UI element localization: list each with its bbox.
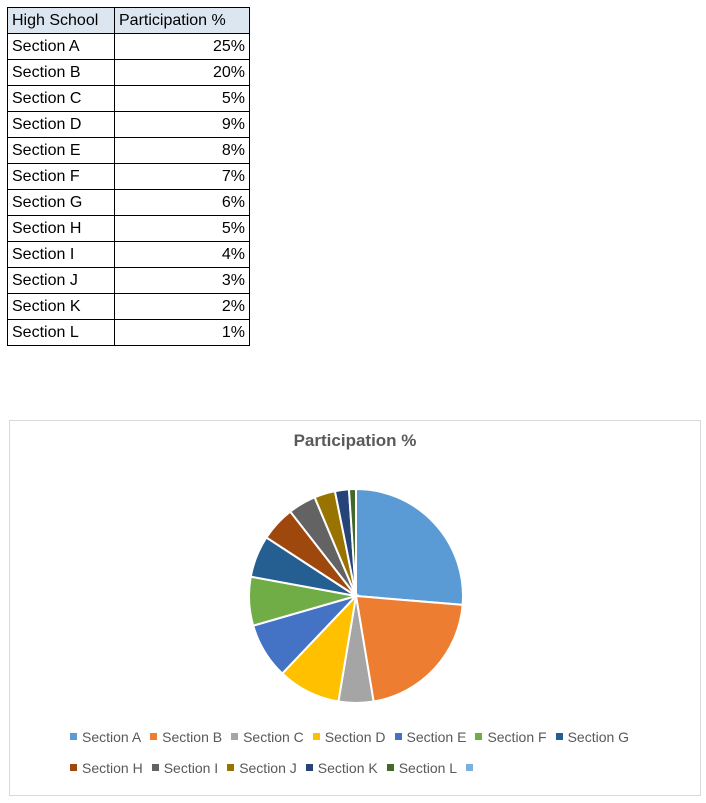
pie-slice-section-l[interactable]	[347, 487, 357, 597]
chart-legend: Section A Section B Section C Section D Sect…	[70, 721, 670, 783]
table-row: Section G 6%	[7, 189, 250, 216]
legend-label: Section D	[324, 728, 386, 745]
table-cell-label: Section L	[7, 319, 115, 346]
legend-item	[466, 764, 478, 771]
table-cell-value: 5%	[114, 215, 250, 242]
legend-item: Section E	[394, 728, 467, 745]
table-cell-value: 9%	[114, 111, 250, 138]
table-cell-value: 25%	[114, 33, 250, 60]
table-cell-label: Section C	[7, 85, 115, 112]
table-header-row: High School Participation %	[7, 7, 250, 34]
legend-item: Section G	[555, 728, 630, 745]
table-cell-label: Section D	[7, 111, 115, 138]
legend-swatch	[151, 764, 159, 771]
legend-label: Section I	[163, 759, 219, 776]
table-row: Section A 25%	[7, 33, 250, 60]
legend-swatch	[394, 733, 402, 740]
table-cell-label: Section A	[7, 33, 115, 60]
pie-slice-section-b[interactable]	[354, 594, 464, 703]
legend-item: Section C	[231, 729, 304, 745]
table-row: Section K 2%	[7, 293, 250, 320]
table-cell-label: Section H	[7, 215, 115, 242]
table-row: Section L 1%	[7, 319, 250, 346]
table-row: Section F 7%	[7, 163, 250, 190]
table-cell-value: 4%	[114, 241, 250, 268]
table-cell-value: 2%	[114, 293, 250, 320]
table-cell-label: Section E	[7, 137, 115, 164]
legend-swatch	[305, 764, 313, 771]
table-cell-value: 8%	[114, 137, 250, 164]
legend-swatch	[555, 733, 563, 740]
table-cell-value: 20%	[114, 59, 250, 86]
legend-item: Section I	[151, 759, 219, 776]
pie-chart	[248, 487, 464, 704]
legend-label: Section L	[398, 759, 458, 776]
table-row: Section D 9%	[7, 111, 250, 138]
legend-swatch	[70, 764, 77, 771]
legend-label: Section K	[317, 759, 378, 776]
pie-slice-section-a[interactable]	[355, 487, 464, 606]
column-header-participation: Participation %	[114, 7, 250, 34]
legend-swatch	[466, 764, 474, 771]
table-cell-label: Section G	[7, 189, 115, 216]
table-row: Section I 4%	[7, 241, 250, 268]
legend-swatch	[150, 733, 158, 740]
legend-label: Section E	[406, 728, 467, 745]
legend-item: Section B	[150, 729, 222, 745]
table-cell-value: 5%	[114, 85, 250, 112]
legend-swatch	[231, 733, 239, 740]
table-row: Section B 20%	[7, 59, 250, 86]
column-header-high-school: High School	[7, 7, 115, 34]
legend-item: Section J	[227, 760, 297, 776]
legend-item: Section F	[475, 728, 547, 745]
table-cell-label: Section J	[7, 267, 115, 294]
table-row: Section J 3%	[7, 267, 250, 294]
table-row: Section C 5%	[7, 85, 250, 112]
legend-item: Section A	[70, 729, 141, 745]
table-cell-value: 1%	[114, 319, 250, 346]
legend-item: Section H	[70, 760, 143, 776]
legend-label: Section A	[82, 728, 142, 745]
legend-label: Section G	[567, 728, 630, 745]
table-cell-value: 6%	[114, 189, 250, 216]
chart-area[interactable]: Participation % Section A Section B Sectio…	[9, 420, 701, 796]
legend-swatch	[227, 764, 235, 771]
legend-item: Section K	[305, 759, 378, 776]
legend-swatch	[475, 733, 483, 740]
table-row: Section E 8%	[7, 137, 250, 164]
legend-label: Section B	[162, 728, 223, 745]
chart-title: Participation %	[293, 431, 417, 450]
legend-item: Section D	[312, 728, 386, 745]
table-cell-label: Section I	[7, 241, 115, 268]
table-cell-label: Section B	[7, 59, 115, 86]
legend-swatch	[312, 733, 320, 740]
legend-swatch	[386, 764, 394, 771]
legend-swatch	[70, 733, 77, 740]
table-cell-value: 3%	[114, 267, 250, 294]
table-cell-label: Section K	[7, 293, 115, 320]
table-cell-label: Section F	[7, 163, 115, 190]
legend-item: Section L	[386, 759, 458, 776]
legend-row: Section A Section B Section C Section D Sect…	[70, 721, 670, 752]
data-table: High School Participation % Section A 25%…	[7, 7, 250, 346]
legend-label: Section H	[82, 759, 143, 776]
legend-label: Section C	[243, 728, 304, 745]
table-row: Section H 5%	[7, 215, 250, 242]
table-cell-value: 7%	[114, 163, 250, 190]
legend-label: Section J	[239, 759, 297, 776]
legend-row: Section H Section I Section J Section K Sect…	[70, 752, 670, 783]
legend-label: Section F	[487, 728, 547, 745]
